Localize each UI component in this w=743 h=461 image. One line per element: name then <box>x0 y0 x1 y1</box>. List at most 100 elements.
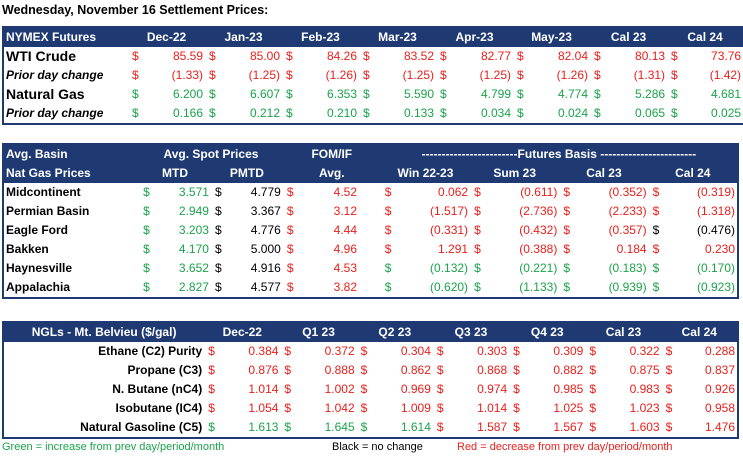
ngl-header-row: NGLs - Mt. Belvieu ($/gal) Dec-22 Q1 23 Q2 … <box>3 322 738 342</box>
ngl-row: Isobutane (IC4) $1.054 $1.042 $1.009 $1.014 $… <box>3 399 738 418</box>
currency-symbol: $ <box>286 49 293 63</box>
futures-row: Prior day change $0.166 $0.212 $0.210 $0.133… <box>3 104 743 124</box>
basin-header-group: Avg. Spot Prices <box>139 144 283 164</box>
futures-value: 82.04 <box>558 49 589 63</box>
ngl-row-label: N. Butane (nC4) <box>112 382 203 396</box>
basin-fom-value: 4.52 <box>333 185 358 199</box>
ngl-value: 0.969 <box>400 382 431 396</box>
ngl-value: 1.054 <box>248 401 279 415</box>
ngl-value: 0.926 <box>704 382 735 396</box>
currency-symbol: $ <box>474 242 481 256</box>
currency-symbol: $ <box>360 344 368 358</box>
futures-value: 4.799 <box>481 87 512 101</box>
ngl-header-col: Q3 23 <box>432 322 510 342</box>
currency-symbol: $ <box>652 185 660 199</box>
ngl-value: 1.613 <box>248 420 279 434</box>
ngl-value: 1.614 <box>400 420 431 434</box>
ngl-header-col: Cal 23 <box>585 322 662 342</box>
ngl-row-label: Natural Gasoline (C5) <box>80 420 203 434</box>
currency-symbol: $ <box>384 280 392 294</box>
ngl-row-label: Isobutane (IC4) <box>115 401 203 415</box>
ngl-value: 0.868 <box>477 363 508 377</box>
currency-symbol: $ <box>440 68 447 82</box>
futures-header-col: May-23 <box>513 27 591 47</box>
currency-symbol: $ <box>665 401 673 415</box>
currency-symbol: $ <box>132 68 139 82</box>
currency-symbol: $ <box>143 242 150 256</box>
ngl-value: 1.645 <box>324 420 355 434</box>
basin-row-label: Midcontinent <box>6 185 81 199</box>
basin-row: Midcontinent $3.571 $4.779 $4.52 $0.062 $ (0.6… <box>3 183 738 202</box>
currency-symbol: $ <box>513 344 520 358</box>
currency-symbol: $ <box>517 68 524 82</box>
currency-symbol: $ <box>132 106 139 120</box>
currency-symbol: $ <box>286 261 294 275</box>
futures-header-col: Mar-23 <box>359 27 437 47</box>
currency-symbol: $ <box>214 204 222 218</box>
currency-symbol: $ <box>474 185 481 199</box>
basin-basis-value: (0.923) <box>696 280 735 294</box>
spacer <box>359 202 381 221</box>
currency-symbol: $ <box>563 185 571 199</box>
ngl-header-col: Q2 23 <box>356 322 433 342</box>
currency-symbol: $ <box>384 261 392 275</box>
currency-symbol: $ <box>209 106 216 120</box>
futures-value: 73.76 <box>711 49 742 63</box>
basin-basis-value: 0.230 <box>704 242 735 256</box>
currency-symbol: $ <box>209 87 216 101</box>
ngl-value: 1.023 <box>629 401 660 415</box>
currency-symbol: $ <box>208 401 215 415</box>
legend-black: Black = no change <box>332 441 423 453</box>
futures-header-col: Apr-23 <box>436 27 514 47</box>
basin-basis-value: (2.736) <box>519 204 558 218</box>
basin-basis-value: 0.062 <box>438 185 469 199</box>
currency-symbol: $ <box>563 261 571 275</box>
currency-symbol: $ <box>517 49 524 63</box>
futures-row-label: Natural Gas <box>6 86 85 102</box>
currency-symbol: $ <box>384 204 392 218</box>
basin-basis-value: (0.620) <box>430 280 469 294</box>
currency-symbol: $ <box>665 363 673 377</box>
currency-symbol: $ <box>286 223 294 237</box>
ngl-value: 0.958 <box>704 401 735 415</box>
futures-value: 0.025 <box>711 106 742 120</box>
currency-symbol: $ <box>214 223 222 237</box>
basin-basis-value: (0.221) <box>519 261 558 275</box>
currency-symbol: $ <box>652 204 660 218</box>
futures-row: WTI Crude $85.59 $85.00 $84.26 $83.52 $82.77 $… <box>3 47 743 66</box>
basin-row-label: Appalachia <box>6 280 71 294</box>
currency-symbol: $ <box>208 363 215 377</box>
ngl-row: N. Butane (nC4) $1.014 $1.002 $0.969 $0.974 $… <box>3 380 738 399</box>
currency-symbol: $ <box>513 420 520 434</box>
ngl-value: 0.384 <box>248 344 279 358</box>
basin-row-label: Permian Basin <box>6 204 90 218</box>
futures-value: (1.33) <box>171 68 204 82</box>
futures-row-label: Prior day change <box>6 68 104 82</box>
currency-symbol: $ <box>474 280 481 294</box>
futures-value: 0.166 <box>172 106 204 120</box>
currency-symbol: $ <box>143 185 150 199</box>
ngl-value: 0.288 <box>704 344 735 358</box>
currency-symbol: $ <box>513 382 520 396</box>
basin-basis-value: (1.133) <box>519 280 558 294</box>
basin-pmtd-value: 4.916 <box>250 261 281 275</box>
basin-header-row-1: Avg. Basin Avg. Spot Prices FOM/IF --------… <box>3 144 738 164</box>
currency-symbol: $ <box>214 242 222 256</box>
basin-basis-value: (1.318) <box>696 204 735 218</box>
basin-basis-value: (0.132) <box>430 261 469 275</box>
currency-symbol: $ <box>384 185 392 199</box>
futures-value: 0.034 <box>481 106 512 120</box>
currency-symbol: $ <box>363 68 370 82</box>
currency-symbol: $ <box>208 382 215 396</box>
currency-symbol: $ <box>384 223 392 237</box>
spacer <box>359 183 381 202</box>
currency-symbol: $ <box>589 363 597 377</box>
futures-row: Natural Gas $6.200 $6.607 $6.353 $5.590 $4.79… <box>3 85 743 104</box>
ngl-value: 0.837 <box>704 363 735 377</box>
basin-row: Permian Basin $2.949 $3.367 $3.12 $ (1.517) $ (… <box>3 202 738 221</box>
basin-mtd-value: 2.949 <box>178 204 209 218</box>
futures-value: 6.607 <box>249 87 281 101</box>
ngl-header-label: NGLs - Mt. Belvieu ($/gal) <box>3 322 205 342</box>
currency-symbol: $ <box>132 49 139 63</box>
basin-table: Avg. Basin Avg. Spot Prices FOM/IF --------… <box>2 143 739 299</box>
